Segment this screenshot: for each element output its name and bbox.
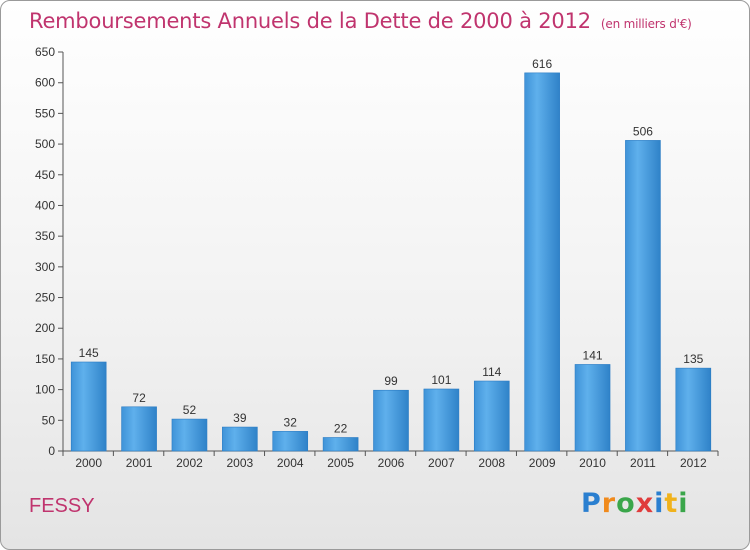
x-tick-label: 2005 [327, 456, 354, 470]
y-tick-label: 400 [35, 198, 55, 212]
bar [70, 361, 107, 452]
brand-letter: x [635, 488, 655, 519]
y-tick-label: 200 [35, 321, 55, 335]
brand-letter: r [601, 488, 617, 519]
brand-letter: o [616, 488, 636, 519]
chart-title-text: Remboursements Annuels de la Dette de 20… [29, 9, 591, 33]
bar-value-label: 145 [79, 346, 99, 360]
bar [423, 388, 460, 452]
x-tick-label: 2007 [428, 456, 455, 470]
bar [171, 418, 208, 452]
axes: 0 50 100 150 200 250 300 350 400 450 500 550 600 650 2… [35, 45, 719, 470]
y-tick-label: 50 [42, 413, 56, 427]
bar-value-label: 52 [183, 403, 197, 417]
x-tick-label: 2004 [277, 456, 304, 470]
bar-value-label: 32 [284, 415, 298, 429]
brand-letter: i [654, 488, 665, 519]
bars: 145 72 52 39 32 22 99 101 114 616 141 506 135 [70, 57, 712, 452]
bar-value-label: 99 [384, 374, 398, 388]
y-tick-label: 500 [35, 137, 55, 151]
y-tick-label: 0 [48, 444, 55, 458]
x-tick-label: 2002 [176, 456, 203, 470]
bar [473, 380, 510, 452]
x-tick-label: 2009 [529, 456, 556, 470]
y-tick-label: 600 [35, 76, 55, 90]
bar [625, 140, 661, 452]
chart-title: Remboursements Annuels de la Dette de 20… [29, 9, 692, 33]
bar-value-label: 141 [583, 348, 603, 362]
bar-value-label: 616 [532, 57, 552, 71]
bar [373, 389, 409, 452]
brand-letter: t [664, 488, 679, 519]
y-tick-label: 300 [35, 260, 55, 274]
bar [524, 72, 560, 452]
bar-value-label: 135 [683, 352, 703, 366]
brand-letter: i [678, 488, 689, 519]
x-tick-label: 2008 [478, 456, 505, 470]
x-tick-label: 2000 [75, 456, 102, 470]
y-tick-label: 250 [35, 291, 55, 305]
x-tick-label: 2006 [378, 456, 405, 470]
bar [222, 426, 258, 452]
bar-value-label: 39 [233, 411, 247, 425]
y-tick-label: 350 [35, 229, 55, 243]
bar-value-label: 101 [431, 373, 451, 387]
bar-value-label: 72 [132, 391, 146, 405]
bar [121, 406, 157, 452]
bar-value-label: 114 [482, 365, 501, 379]
y-tick-label: 150 [35, 352, 55, 366]
bar [322, 437, 359, 452]
bar [675, 367, 712, 452]
x-tick-label: 2001 [126, 456, 153, 470]
x-tick-label: 2011 [630, 456, 656, 470]
y-tick-label: 650 [35, 45, 55, 59]
bar-value-label: 506 [633, 124, 653, 138]
brand-letter: P [581, 488, 602, 519]
bar [574, 364, 611, 452]
y-tick-label: 100 [35, 383, 55, 397]
x-tick-label: 2003 [226, 456, 253, 470]
location-name: FESSY [29, 495, 95, 517]
x-tick-label: 2012 [680, 456, 707, 470]
y-tick-label: 550 [35, 106, 55, 120]
chart-subtitle: (en milliers d'€) [600, 17, 692, 31]
bar-value-label: 22 [334, 421, 348, 435]
x-tick-label: 2010 [579, 456, 606, 470]
bar [272, 431, 309, 452]
brand-logo: Proxiti [581, 488, 689, 519]
y-tick-label: 450 [35, 168, 55, 182]
